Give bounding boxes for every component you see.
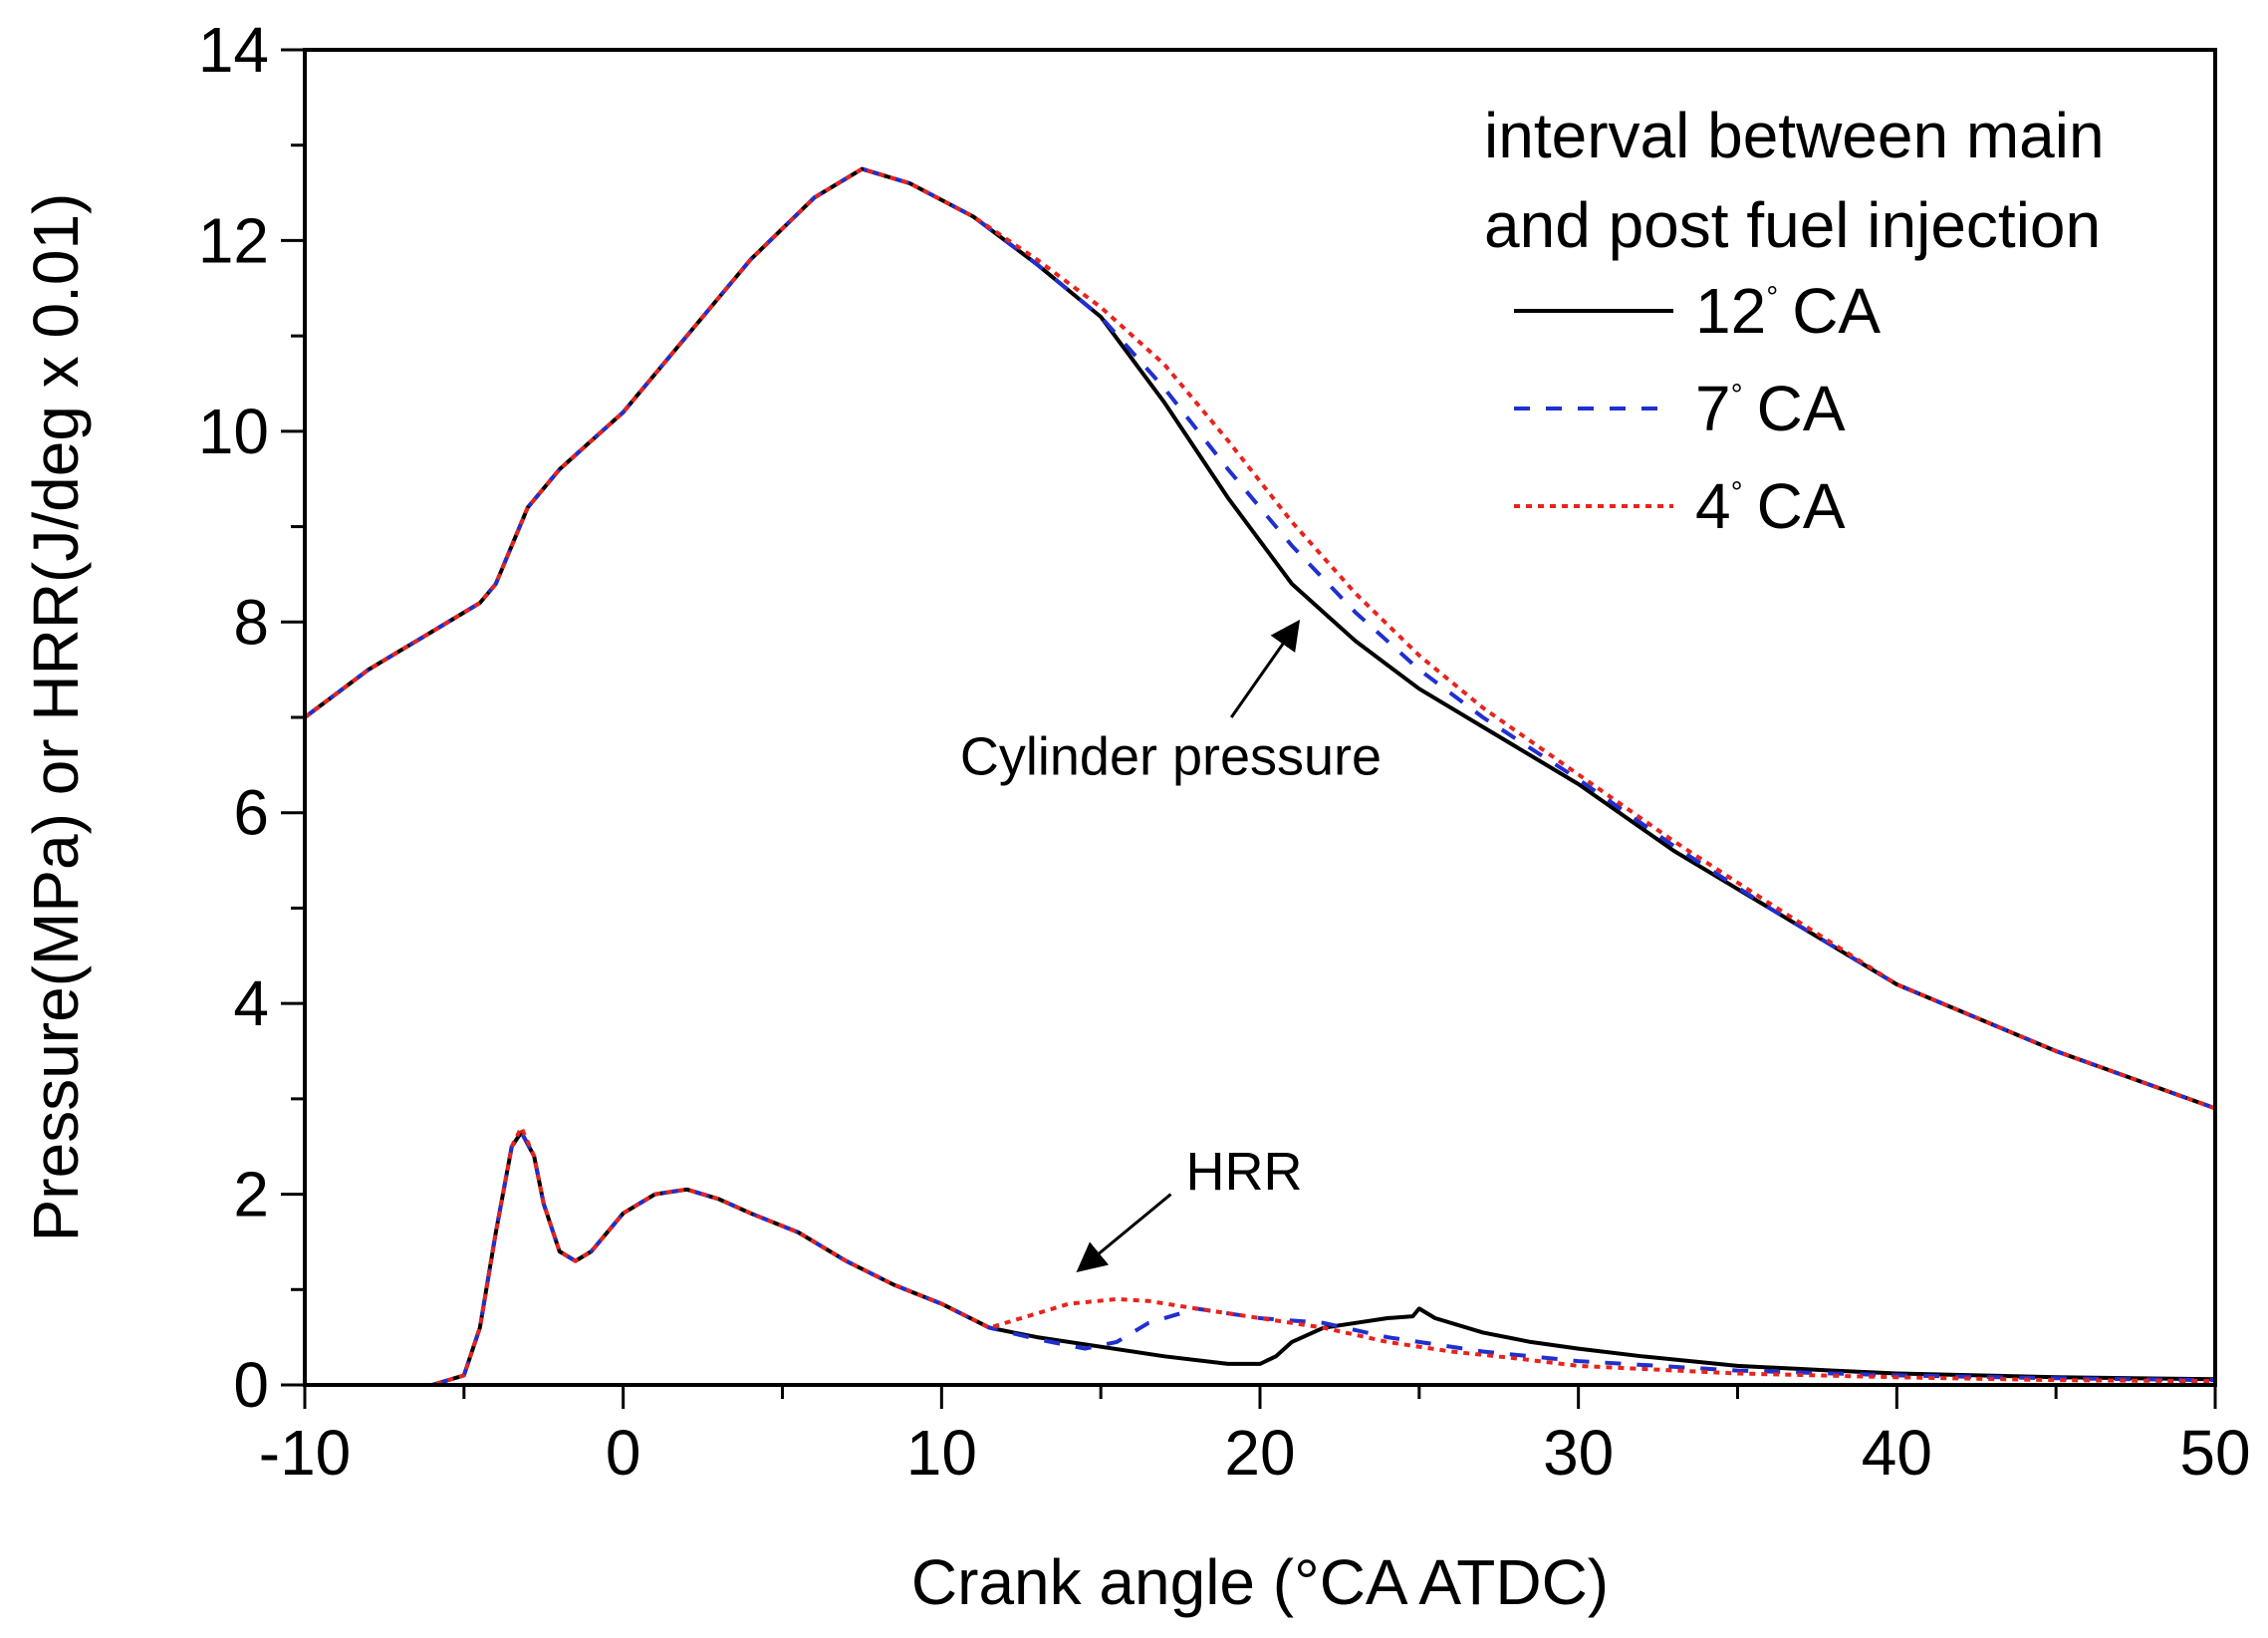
legend-entries: 12° CA 7° CA 4° CA: [1514, 275, 1881, 542]
y-tick-label-0: 0: [233, 1349, 269, 1421]
legend-title-line-2: and post fuel injection: [1484, 189, 2101, 261]
legend: interval between main and post fuel inje…: [1484, 100, 2105, 542]
series-1-pressure-line: [303, 166, 2216, 1111]
x-tick-label-5: 40: [1862, 1417, 1932, 1489]
annotation-arrow-0: [1230, 619, 1301, 718]
y-tick-label-1: 2: [233, 1159, 269, 1230]
y-tick-label-3: 6: [233, 777, 269, 849]
y-axis-title: Pressure(MPa) or HRR(J/deg x 0.01): [20, 193, 92, 1242]
y-tick-label-5: 10: [198, 396, 269, 467]
legend-label-0: 12° CA: [1695, 275, 1881, 347]
annotation-arrow-1: [1076, 1193, 1172, 1273]
annotation-label-1: HRR: [1186, 1142, 1303, 1202]
x-tick-label-0: -10: [259, 1417, 352, 1489]
x-tick-label-6: 50: [2179, 1417, 2250, 1489]
y-tick-label-2: 4: [233, 967, 269, 1039]
x-tick-label-1: 0: [606, 1417, 641, 1489]
ticks: [281, 48, 2217, 1409]
series-2-hrr-line: [305, 1125, 2216, 1387]
x-tick-label-2: 10: [906, 1417, 977, 1489]
series-2-pressure-line: [303, 166, 2216, 1111]
annotations: Cylinder pressure HRR: [960, 619, 1382, 1273]
series-layer: [303, 166, 2216, 1387]
x-axis-title: Crank angle (°CA ATDC): [911, 1546, 1609, 1618]
legend-label-1: 7° CA: [1695, 373, 1846, 444]
y-tick-label-7: 14: [198, 14, 269, 86]
x-tick-label-3: 20: [1224, 1417, 1295, 1489]
y-tick-label-4: 8: [233, 586, 269, 658]
legend-label-2: 4° CA: [1695, 470, 1846, 542]
series-0-pressure-line: [303, 166, 2216, 1111]
annotation-label-0: Cylinder pressure: [960, 726, 1382, 786]
x-tick-label-4: 30: [1543, 1417, 1614, 1489]
plot-frame: [303, 48, 2217, 1387]
y-tick-label-6: 12: [198, 204, 269, 276]
legend-title-line-1: interval between main: [1484, 100, 2105, 171]
